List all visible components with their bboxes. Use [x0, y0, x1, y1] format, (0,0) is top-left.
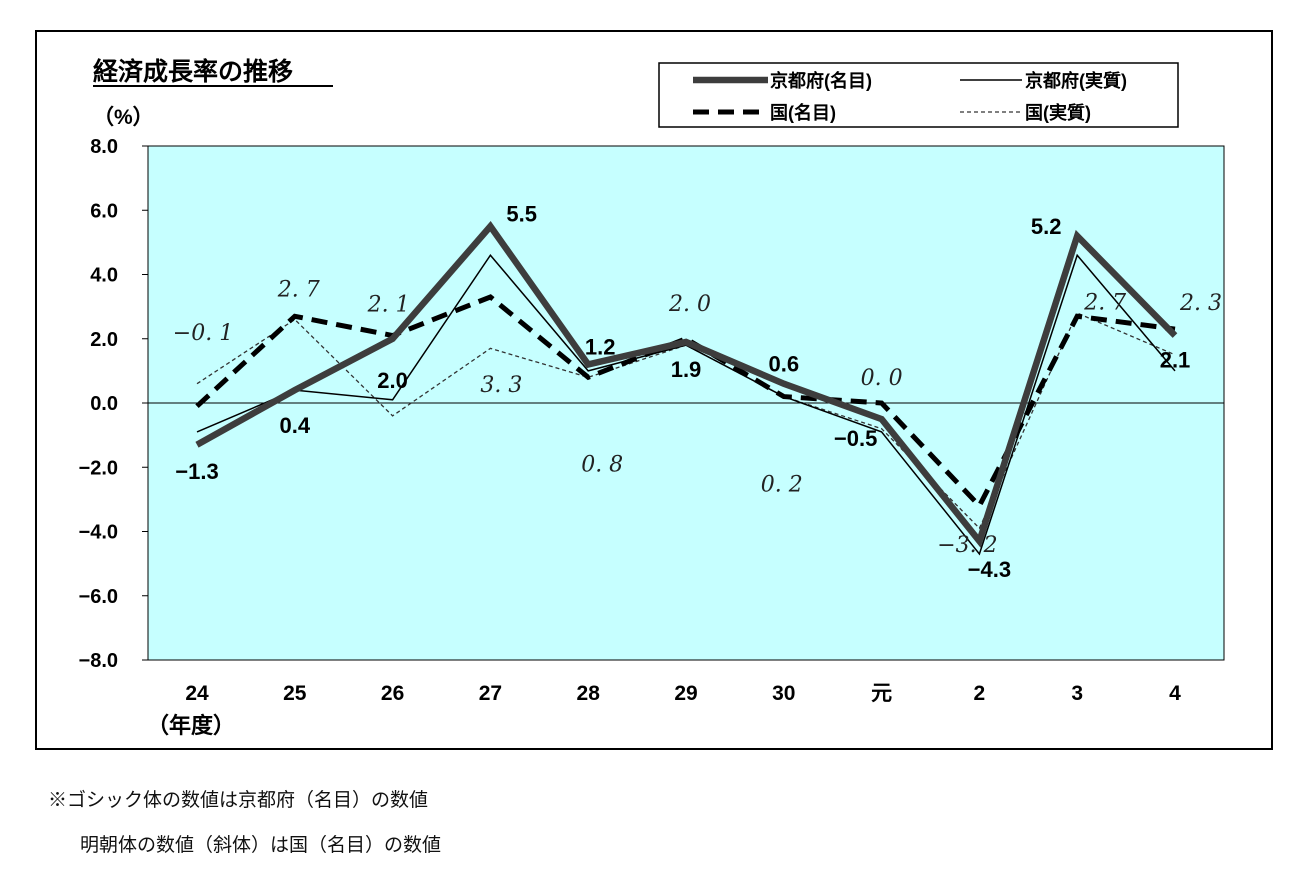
y-tick-label: 8.0: [90, 136, 118, 158]
legend-label-1: 京都府(実質): [1025, 70, 1127, 91]
data-label-kyoto-nominal: −0.5: [834, 426, 877, 451]
data-label-national-nominal: −0. 1: [173, 321, 233, 346]
data-label-kyoto-nominal: 0.6: [769, 352, 800, 377]
data-label-kyoto-nominal: 2.1: [1160, 348, 1191, 373]
x-tick-label: 24: [185, 682, 209, 705]
legend-label-2: 国(名目): [770, 102, 836, 123]
x-tick-label: 元: [871, 682, 892, 705]
data-label-national-nominal: −3. 2: [937, 533, 997, 558]
data-label-kyoto-nominal: −4.3: [968, 557, 1011, 582]
data-label-kyoto-nominal: 2.0: [377, 368, 408, 393]
note-line-2: 明朝体の数値（斜体）は国（名目）の数値: [80, 834, 442, 856]
data-label-kyoto-nominal: −1.3: [175, 459, 218, 484]
x-tick-label: 27: [479, 682, 502, 705]
data-label-national-nominal: 2. 3: [1179, 291, 1222, 316]
legend-box: [658, 62, 1179, 128]
data-label-kyoto-nominal: 0.4: [280, 413, 311, 438]
legend: 京都府(名目) 京都府(実質) 国(名目) 国(実質): [658, 62, 1179, 128]
data-label-kyoto-nominal: 1.9: [671, 357, 702, 382]
y-unit-label: （%）: [93, 105, 154, 129]
data-label-kyoto-nominal: 5.2: [1031, 214, 1062, 239]
legend-label-0: 京都府(名目): [770, 70, 872, 91]
y-tick-label: −2.0: [79, 457, 118, 479]
x-tick-label: 4: [1169, 682, 1181, 705]
x-unit-label: （年度）: [147, 713, 235, 738]
y-tick-label: −6.0: [79, 586, 118, 608]
note-line-1: ※ゴシック体の数値は京都府（名目）の数値: [48, 789, 429, 811]
x-tick-label: 26: [381, 682, 404, 705]
data-label-national-nominal: 2. 7: [1083, 290, 1126, 315]
x-tick-label: 30: [772, 682, 795, 705]
legend-label-3: 国(実質): [1025, 102, 1091, 123]
y-tick-label: 6.0: [90, 200, 118, 222]
y-tick-label: −4.0: [79, 522, 118, 544]
data-label-national-nominal: 3. 3: [480, 373, 522, 398]
x-tick-label: 3: [1071, 682, 1083, 705]
data-label-national-nominal: 2. 1: [367, 293, 410, 318]
y-tick-label: 2.0: [90, 329, 118, 351]
chart-title: 経済成長率の推移: [93, 57, 293, 86]
x-tick-label: 29: [674, 682, 697, 705]
y-tick-label: 0.0: [90, 393, 118, 415]
data-label-kyoto-nominal: 1.2: [585, 334, 616, 359]
x-tick-label: 25: [283, 682, 307, 705]
data-label-national-nominal: 2. 0: [668, 292, 711, 317]
y-tick-label: 4.0: [90, 265, 118, 287]
x-tick-label: 2: [974, 682, 986, 705]
data-label-national-nominal: 0. 2: [761, 473, 803, 498]
data-label-national-nominal: 0. 0: [861, 366, 903, 391]
x-tick-label: 28: [577, 682, 601, 705]
y-tick-label: −8.0: [79, 650, 118, 672]
series-line-0: [195, 221, 1178, 548]
data-label-kyoto-nominal: 5.5: [506, 201, 537, 226]
data-label-national-nominal: 2. 7: [277, 277, 320, 302]
data-label-national-nominal: 0. 8: [581, 452, 623, 477]
